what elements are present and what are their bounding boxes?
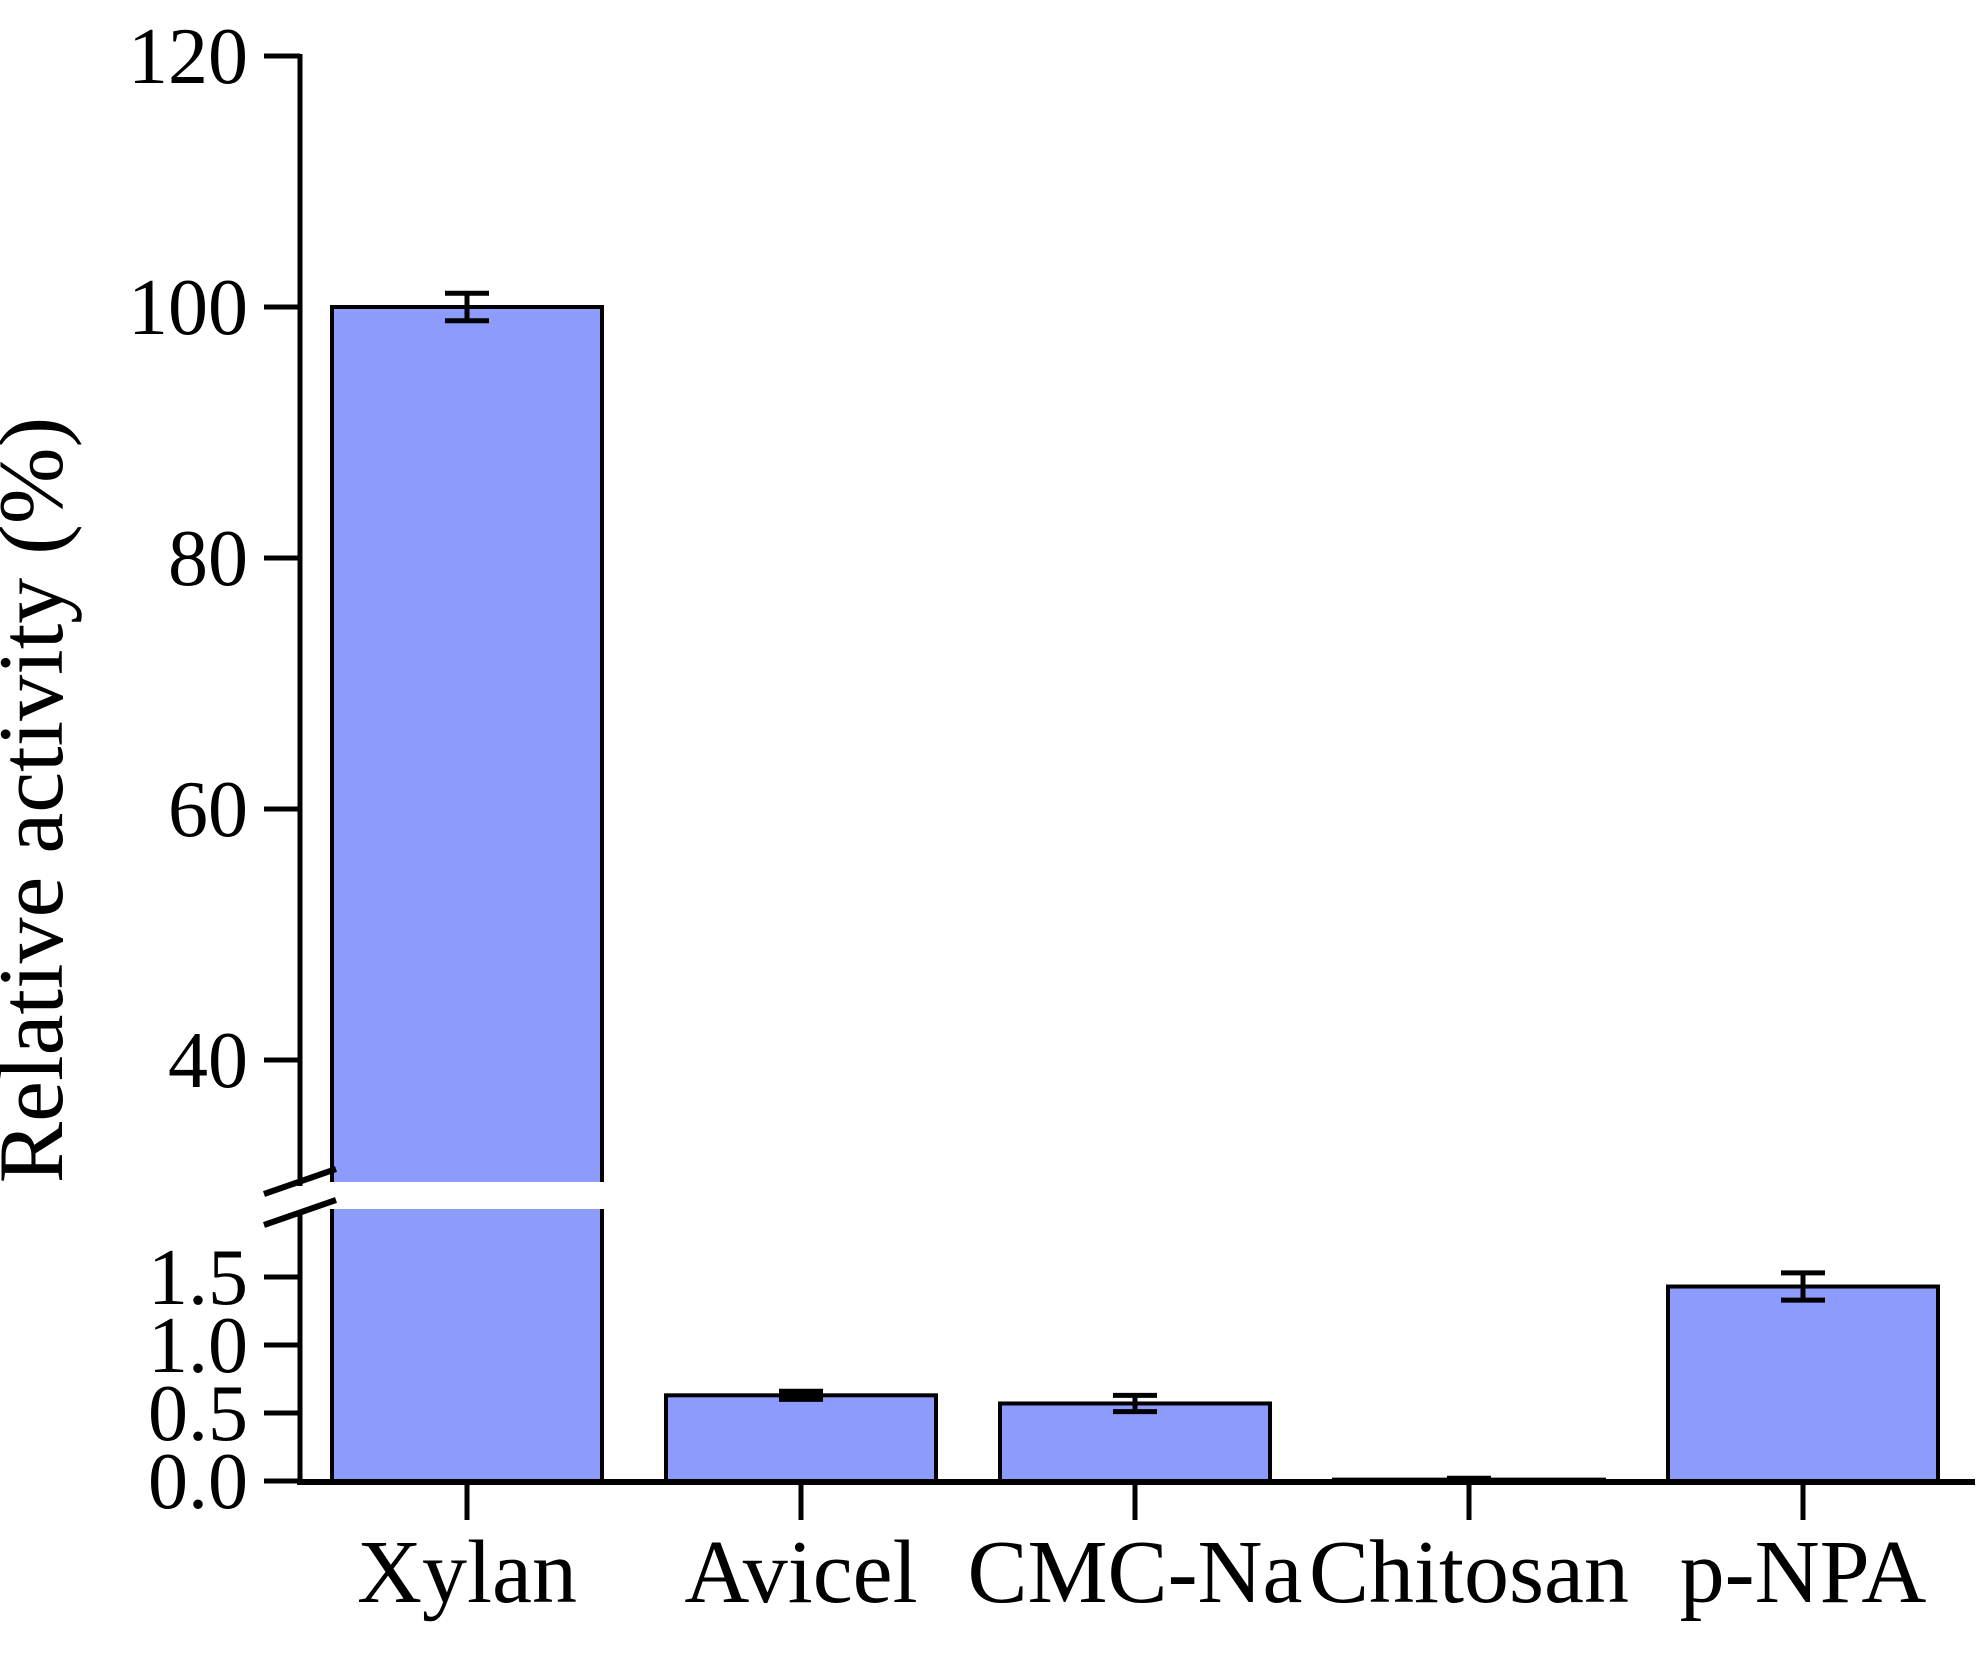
y-tick-label-upper: 60 xyxy=(168,766,248,854)
y-tick-label-lower: 0.0 xyxy=(148,1438,248,1526)
y-tick-label-upper: 80 xyxy=(168,515,248,603)
x-category-label: p-NPA xyxy=(1680,1523,1927,1622)
bar-avicel xyxy=(664,1393,938,1484)
y-tick-label-upper: 100 xyxy=(128,264,248,352)
axis-break-band xyxy=(328,1182,606,1209)
y-tick-label-lower: 1.5 xyxy=(148,1234,248,1322)
bar-xylan xyxy=(330,305,604,1484)
axis-break-slash-upper xyxy=(263,1166,337,1197)
bar-cmc-na xyxy=(998,1401,1272,1484)
y-tick-label-lower: 0.5 xyxy=(148,1370,248,1458)
y-axis-title: Relative activity (%) xyxy=(0,417,82,1183)
x-category-label: CMC-Na xyxy=(968,1523,1303,1622)
axis-break-slash-lower xyxy=(263,1197,337,1228)
x-category-label: Xylan xyxy=(357,1523,577,1622)
y-tick-label-upper: 40 xyxy=(168,1017,248,1105)
x-category-label: Chitosan xyxy=(1309,1523,1629,1622)
bar-p-npa xyxy=(1666,1284,1940,1485)
y-tick-label-lower: 1.0 xyxy=(148,1302,248,1390)
y-tick-label-upper: 120 xyxy=(128,13,248,101)
x-category-label: Avicel xyxy=(684,1523,917,1622)
